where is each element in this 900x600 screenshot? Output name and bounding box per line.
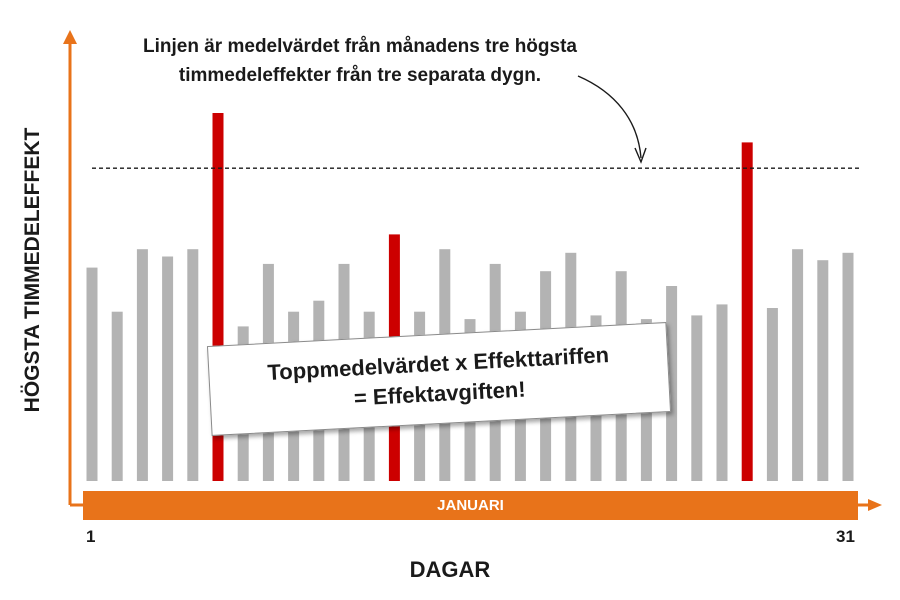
- bar-day-30: [817, 260, 829, 481]
- bar-day-5: [187, 249, 199, 481]
- x-axis-arrowhead: [868, 499, 882, 511]
- annotation-arrowhead: [634, 147, 647, 164]
- annotation-arrow: [577, 75, 642, 159]
- bar-day-25: [691, 315, 703, 481]
- month-label: JANUARI: [437, 497, 504, 514]
- peak-bar-day-6: [212, 113, 224, 481]
- bar-day-26: [716, 304, 728, 481]
- bar-day-31: [842, 252, 854, 481]
- bar-day-1: [86, 267, 98, 481]
- bar-day-28: [766, 308, 778, 481]
- x-end-label: 31: [836, 527, 855, 546]
- y-axis-arrowhead: [63, 30, 77, 44]
- annotation-line-1: Linjen är medelvärdet från månadens tre …: [143, 36, 577, 57]
- x-start-label: 1: [86, 527, 96, 546]
- month-band: JANUARI: [83, 491, 858, 520]
- bar-day-29: [792, 249, 804, 481]
- peak-bar-day-27: [741, 142, 753, 481]
- y-axis-label: HÖGSTA TIMMEDELEFFEKT: [21, 127, 44, 413]
- annotation-line-2: timmedeleffekter från tre separata dygn.: [178, 65, 542, 86]
- bar-day-3: [136, 249, 148, 481]
- x-axis-label: DAGAR: [409, 557, 491, 582]
- chart-annotation: Linjen är medelvärdet från månadens tre …: [60, 32, 660, 90]
- bar-day-2: [111, 311, 123, 481]
- bar-day-24: [666, 286, 678, 481]
- bar-day-4: [162, 256, 174, 481]
